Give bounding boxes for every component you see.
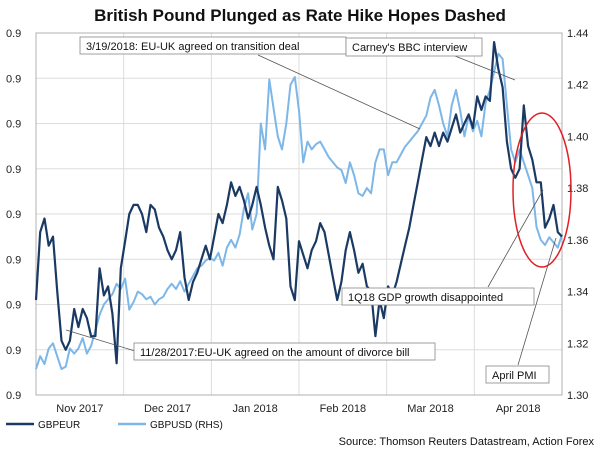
left-tick-label: 0.9 [6, 119, 21, 131]
annotation-april-pmi: April PMI [485, 365, 550, 384]
right-tick-label: 1.32 [567, 338, 588, 350]
x-axis: Nov 2017 Dec 2017 Jan 2018 Feb 2018 Mar 2018… [56, 403, 540, 415]
legend: GBPEUR GBPUSD (RHS) [6, 420, 223, 431]
x-tick-label: Feb 2018 [320, 403, 366, 415]
legend-item-gbpeur: GBPEUR [6, 420, 80, 431]
right-tick-label: 1.30 [567, 390, 588, 402]
annotation-text: Carney's BBC interview [352, 42, 467, 54]
series-line-gbpeur [34, 41, 563, 365]
right-tick-label: 1.42 [567, 80, 588, 92]
pointer-divorce-bill [65, 329, 136, 352]
x-tick-label: Dec 2017 [144, 403, 191, 415]
right-tick-label: 1.34 [567, 287, 588, 299]
x-tick-label: Nov 2017 [56, 403, 103, 415]
pointer-april-pmi [517, 237, 557, 366]
left-tick-label: 0.9 [6, 345, 21, 357]
pointer-gdp [487, 189, 544, 288]
annotation-carney: Carney's BBC interview [345, 37, 483, 57]
series-line-gbpusd [35, 52, 563, 371]
legend-label-gbpusd: GBPUSD (RHS) [150, 420, 223, 431]
right-tick-label: 1.38 [567, 183, 588, 195]
legend-item-gbpusd: GBPUSD (RHS) [118, 420, 223, 431]
annotation-transition-deal: 3/19/2018: EU-UK agreed on transition de… [79, 36, 347, 55]
left-tick-label: 0.9 [6, 73, 21, 85]
plot-frame [35, 32, 563, 396]
grid-lines [36, 33, 562, 395]
annotation-text: 11/28/2017:EU-UK agreed on the amount of… [140, 347, 409, 359]
annotation-text: April PMI [492, 370, 537, 382]
annotation-gdp: 1Q18 GDP growth disappointed [341, 287, 535, 306]
pointer-transition-deal [257, 54, 421, 130]
right-axis: 1.30 1.32 1.34 1.36 1.38 1.40 1.42 1.44 [567, 28, 588, 402]
annotation-text: 3/19/2018: EU-UK agreed on transition de… [86, 41, 299, 53]
right-tick-label: 1.44 [567, 28, 588, 40]
right-tick-label: 1.36 [567, 235, 588, 247]
left-tick-label: 0.9 [6, 254, 21, 266]
left-tick-label: 0.9 [6, 300, 21, 312]
left-tick-label: 0.9 [6, 28, 21, 40]
legend-label-gbpeur: GBPEUR [38, 420, 80, 431]
x-tick-label: Apr 2018 [496, 403, 541, 415]
x-tick-label: Jan 2018 [233, 403, 278, 415]
left-tick-label: 0.9 [6, 390, 21, 402]
left-tick-label: 0.9 [6, 209, 21, 221]
highlight-ellipse [512, 112, 572, 268]
annotation-text: 1Q18 GDP growth disappointed [348, 292, 503, 304]
source-note: Source: Thomson Reuters Datastream, Acti… [339, 436, 595, 448]
annotation-pointers [65, 54, 557, 366]
x-tick-label: Mar 2018 [407, 403, 453, 415]
left-tick-label: 0.9 [6, 164, 21, 176]
chart-title: British Pound Plunged as Rate Hike Hopes… [94, 6, 506, 25]
left-axis: 0.9 0.9 0.9 0.9 0.9 0.9 0.9 0.9 0.9 [6, 28, 21, 402]
annotation-divorce-bill: 11/28/2017:EU-UK agreed on the amount of… [133, 342, 436, 361]
right-tick-label: 1.40 [567, 131, 588, 143]
pointer-carney [454, 55, 516, 81]
